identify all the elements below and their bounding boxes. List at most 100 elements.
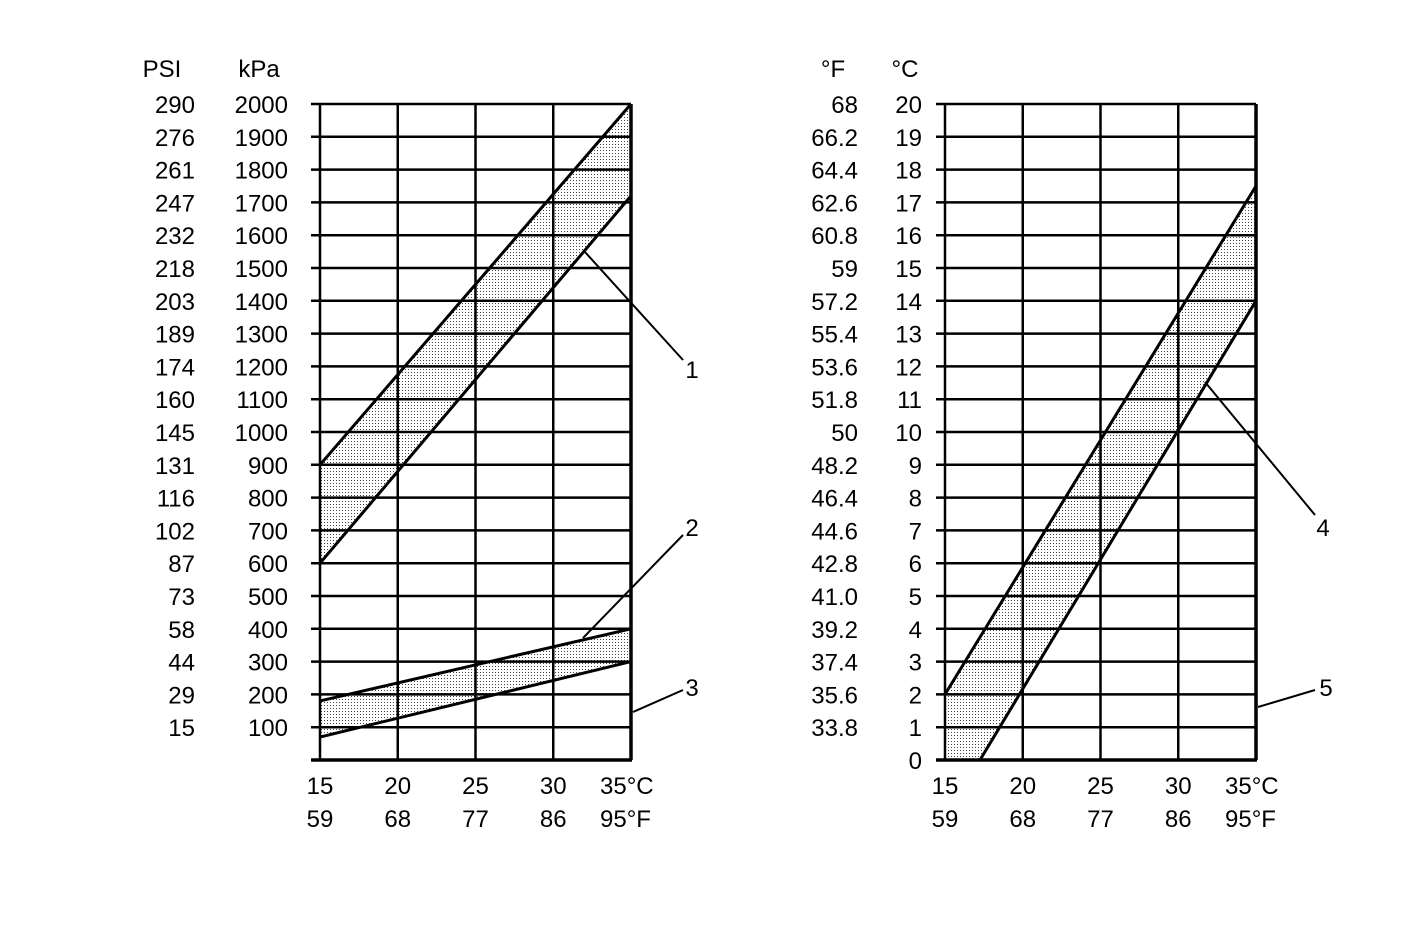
x-tick-label-celsius: 35°C [600, 773, 654, 800]
y-tick-label-1: 33.8 [811, 715, 858, 742]
y-tick-label-2: 10 [895, 420, 922, 447]
x-tick-label-celsius: 20 [1009, 773, 1036, 800]
pressure-chart: PSI kPa 15 29 44 58 73 87 102 116 131 145 160 174 189 2… [143, 56, 699, 833]
callout-leader-line [1204, 381, 1316, 516]
callout-leader-line [582, 534, 684, 639]
y-tick-label-2: 600 [248, 551, 288, 578]
y-tick-label-1: 290 [155, 92, 195, 119]
y-tick-label-2: 0 [909, 748, 922, 775]
x-tick-label-celsius: 25 [1087, 773, 1114, 800]
y-tick-label-2: 13 [895, 322, 922, 349]
y-tick-label-1: 131 [155, 453, 195, 480]
band-lower-edge [319, 660, 632, 739]
y-tick-label-1: 55.4 [811, 322, 858, 349]
y-tick-label-1: 57.2 [811, 289, 858, 316]
callout-label: 5 [1319, 675, 1332, 702]
callout-label: 2 [685, 515, 698, 542]
x-tick-label-celsius: 35°C [1225, 773, 1279, 800]
y-tick-label-2: 800 [248, 486, 288, 513]
y-tick-label-2: 2000 [235, 92, 288, 119]
y-tick-label-1: 87 [168, 551, 195, 578]
x-tick-label-fahrenheit: 77 [462, 806, 489, 833]
x-tick-label-celsius: 15 [932, 773, 959, 800]
callout-leader-line [584, 251, 684, 361]
callout-leader-line [632, 689, 684, 713]
y-tick-label-1: 59 [831, 256, 858, 283]
y-tick-label-1: 60.8 [811, 223, 858, 250]
y-tick-label-2: 1100 [236, 387, 288, 414]
x-tick-label-celsius: 20 [384, 773, 411, 800]
y-axis-header-1: °F [821, 56, 845, 83]
y-tick-label-2: 200 [248, 682, 288, 709]
temperature-chart: °F °C 33.8 35.6 37.4 39.2 41.0 42.8 44.6 46.4 48.2… [811, 56, 1332, 833]
y-tick-label-2: 1 [909, 715, 922, 742]
y-tick-label-1: 39.2 [811, 617, 858, 644]
band-upper-edge [943, 185, 1258, 696]
y-tick-label-2: 2 [909, 682, 922, 709]
y-tick-label-2: 11 [897, 387, 922, 414]
band-upper-edge [319, 627, 632, 703]
y-tick-label-1: 35.6 [811, 682, 858, 709]
y-tick-label-2: 1600 [235, 223, 288, 250]
y-tick-label-1: 247 [155, 190, 195, 217]
y-tick-label-2: 16 [895, 223, 922, 250]
callout-label: 1 [685, 357, 698, 384]
y-tick-label-1: 62.6 [811, 190, 858, 217]
y-tick-label-2: 15 [895, 256, 922, 283]
y-tick-label-1: 64.4 [811, 158, 858, 185]
y-tick-label-1: 73 [168, 584, 195, 611]
x-tick-label-fahrenheit: 86 [540, 806, 567, 833]
y-tick-label-2: 12 [895, 354, 922, 381]
y-tick-label-2: 3 [909, 650, 922, 677]
y-tick-label-2: 900 [248, 453, 288, 480]
y-tick-label-2: 1800 [235, 158, 288, 185]
y-tick-label-1: 276 [155, 125, 195, 152]
y-tick-label-1: 174 [155, 354, 195, 381]
y-tick-label-2: 5 [909, 584, 922, 611]
y-tick-label-1: 145 [155, 420, 195, 447]
y-tick-label-1: 261 [155, 158, 195, 185]
y-tick-label-2: 18 [895, 158, 922, 185]
y-tick-label-1: 203 [155, 289, 195, 316]
y-tick-label-2: 1500 [235, 256, 288, 283]
band-lower-edge [945, 300, 1258, 762]
y-tick-label-2: 17 [895, 190, 922, 217]
x-tick-label-fahrenheit: 59 [932, 806, 959, 833]
callout-label: 3 [685, 675, 698, 702]
y-tick-label-2: 1700 [235, 190, 288, 217]
y-tick-label-1: 68 [831, 92, 858, 119]
callout-label: 4 [1316, 515, 1329, 542]
x-tick-label-celsius: 30 [1165, 773, 1192, 800]
y-tick-label-2: 8 [909, 486, 922, 513]
y-tick-label-2: 9 [909, 453, 922, 480]
y-tick-label-1: 50 [831, 420, 858, 447]
x-tick-label-celsius: 15 [307, 773, 334, 800]
y-axis-header-2: kPa [238, 56, 280, 83]
y-tick-label-2: 7 [909, 518, 922, 545]
y-tick-label-1: 232 [155, 223, 195, 250]
y-tick-label-1: 46.4 [811, 486, 858, 513]
y-tick-label-1: 51.8 [811, 387, 858, 414]
y-tick-label-1: 37.4 [811, 650, 858, 677]
x-tick-label-fahrenheit: 68 [1009, 806, 1036, 833]
y-axis-header-1: PSI [143, 56, 182, 83]
band-upper-edge [318, 103, 633, 466]
y-tick-label-1: 58 [168, 617, 195, 644]
x-tick-label-celsius: 30 [540, 773, 567, 800]
y-tick-label-2: 400 [248, 617, 288, 644]
x-tick-label-fahrenheit: 95°F [600, 806, 651, 833]
x-tick-label-fahrenheit: 77 [1087, 806, 1114, 833]
x-tick-label-fahrenheit: 95°F [1225, 806, 1276, 833]
x-tick-label-celsius: 25 [462, 773, 489, 800]
y-tick-label-2: 20 [895, 92, 922, 119]
y-tick-label-2: 1300 [235, 322, 288, 349]
y-tick-label-2: 700 [248, 518, 288, 545]
y-axis-header-2: °C [892, 56, 919, 83]
y-tick-label-1: 189 [155, 322, 195, 349]
y-tick-label-2: 6 [909, 551, 922, 578]
y-tick-label-2: 300 [248, 650, 288, 677]
y-tick-label-2: 4 [909, 617, 922, 644]
x-tick-label-fahrenheit: 86 [1165, 806, 1192, 833]
x-tick-label-fahrenheit: 59 [307, 806, 334, 833]
